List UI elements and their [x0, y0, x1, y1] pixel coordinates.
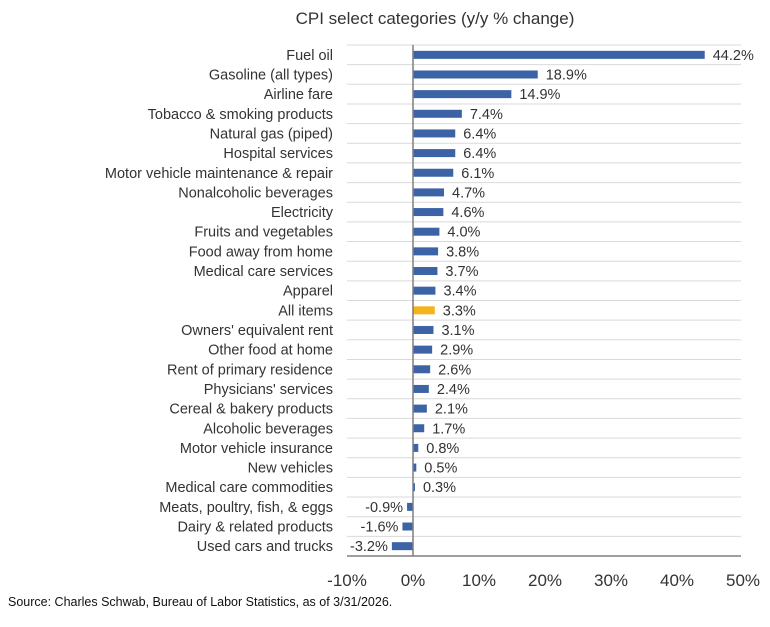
- data-label: 18.9%: [546, 67, 587, 83]
- bar: [413, 90, 512, 99]
- data-label: 3.7%: [445, 264, 478, 280]
- category-label: Cereal & bakery products: [169, 402, 333, 418]
- category-label: All items: [278, 303, 333, 319]
- category-label: New vehicles: [248, 461, 333, 477]
- x-tick-label: 40%: [660, 571, 694, 590]
- data-label: -1.6%: [361, 520, 399, 536]
- bar: [402, 522, 413, 531]
- bar: [413, 109, 462, 118]
- bar: [413, 443, 419, 452]
- bar: [413, 384, 429, 393]
- category-label: Meats, poultry, fish, & eggs: [159, 500, 333, 516]
- bar: [413, 168, 454, 177]
- data-label: 1.7%: [432, 421, 465, 437]
- bar: [413, 424, 425, 433]
- bar: [413, 70, 538, 79]
- data-label: 6.4%: [463, 146, 496, 162]
- x-tick-label: 30%: [594, 571, 628, 590]
- category-label: Nonalcoholic beverages: [178, 185, 333, 201]
- category-label: Used cars and trucks: [197, 539, 333, 555]
- category-label: Tobacco & smoking products: [148, 107, 333, 123]
- x-tick-label: -10%: [327, 571, 367, 590]
- category-label: Hospital services: [223, 146, 333, 162]
- data-label: 14.9%: [519, 87, 560, 103]
- bar: [413, 306, 435, 315]
- data-label: 44.2%: [713, 48, 754, 64]
- bar: [413, 129, 456, 138]
- category-label: Apparel: [283, 284, 333, 300]
- bar: [413, 483, 415, 492]
- data-label: 4.7%: [452, 185, 485, 201]
- data-label: 0.3%: [423, 480, 456, 496]
- category-label: Medical care commodities: [165, 480, 333, 496]
- x-tick-label: 50%: [726, 571, 760, 590]
- category-label: Physicians' services: [204, 382, 333, 398]
- data-label: 3.8%: [446, 244, 479, 260]
- bar: [413, 227, 440, 236]
- category-label: Dairy & related products: [177, 520, 333, 536]
- data-label: 2.9%: [440, 343, 473, 359]
- data-label: 3.4%: [443, 284, 476, 300]
- bar: [407, 502, 413, 511]
- data-label: 4.0%: [447, 225, 480, 241]
- category-label: Gasoline (all types): [209, 67, 333, 83]
- data-label: -3.2%: [350, 539, 388, 555]
- x-tick-label: 10%: [462, 571, 496, 590]
- x-tick-label: 20%: [528, 571, 562, 590]
- data-label: 4.6%: [451, 205, 484, 221]
- data-label: 6.1%: [461, 166, 494, 182]
- category-label: Food away from home: [189, 244, 333, 260]
- bar: [413, 404, 427, 413]
- data-label: 2.4%: [437, 382, 470, 398]
- bar: [413, 325, 434, 334]
- category-label: Airline fare: [264, 87, 333, 103]
- source-note: Source: Charles Schwab, Bureau of Labor …: [8, 595, 393, 609]
- data-label: 7.4%: [470, 107, 503, 123]
- category-label: Fuel oil: [286, 48, 333, 64]
- category-label: Alcoholic beverages: [203, 421, 333, 437]
- data-label: -0.9%: [365, 500, 403, 516]
- data-label: 2.1%: [435, 402, 468, 418]
- bar: [413, 208, 444, 217]
- data-label: 0.8%: [426, 441, 459, 457]
- bar: [413, 345, 433, 354]
- category-label: Motor vehicle insurance: [180, 441, 333, 457]
- category-label: Natural gas (piped): [210, 126, 333, 142]
- chart-title: CPI select categories (y/y % change): [295, 9, 575, 28]
- bar: [413, 50, 705, 59]
- bar: [413, 365, 431, 374]
- data-label: 2.6%: [438, 362, 471, 378]
- category-label: Motor vehicle maintenance & repair: [105, 166, 333, 182]
- bar: [391, 542, 413, 551]
- category-label: Medical care services: [194, 264, 333, 280]
- category-label: Fruits and vegetables: [194, 225, 333, 241]
- category-label: Electricity: [271, 205, 334, 221]
- category-label: Other food at home: [208, 343, 333, 359]
- data-label: 6.4%: [463, 126, 496, 142]
- data-label: 3.1%: [441, 323, 474, 339]
- bar: [413, 267, 438, 276]
- data-label: 3.3%: [443, 303, 476, 319]
- x-tick-label: 0%: [401, 571, 426, 590]
- bar: [413, 247, 439, 256]
- bar: [413, 149, 456, 158]
- bar: [413, 188, 445, 197]
- bar: [413, 463, 417, 472]
- data-label: 0.5%: [424, 461, 457, 477]
- category-label: Rent of primary residence: [167, 362, 333, 378]
- category-label: Owners' equivalent rent: [181, 323, 333, 339]
- bar: [413, 286, 436, 295]
